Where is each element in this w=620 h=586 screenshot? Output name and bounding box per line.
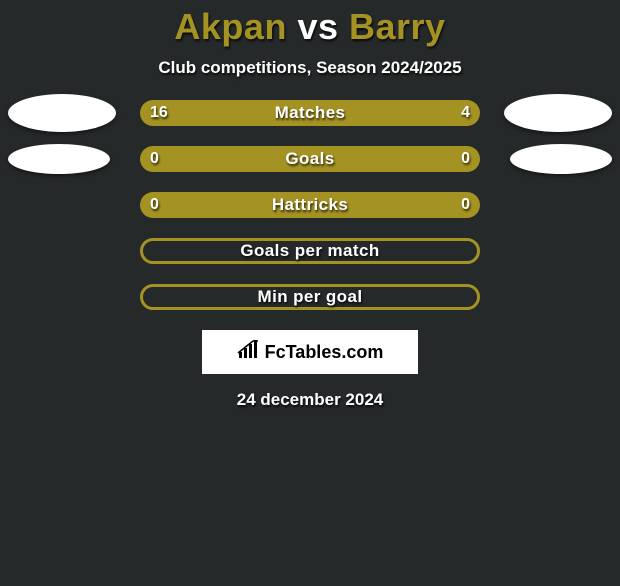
vs-text: vs xyxy=(297,6,338,47)
player2-name: Barry xyxy=(349,6,446,47)
player2-avatar xyxy=(510,144,612,174)
stat-row: Matches164 xyxy=(0,100,620,126)
stat-bar-left xyxy=(140,192,310,218)
comparison-title: Akpan vs Barry xyxy=(0,6,620,48)
stat-bar xyxy=(140,284,480,310)
player1-avatar xyxy=(8,144,110,174)
stat-bar-right xyxy=(310,192,480,218)
stat-bar-left xyxy=(140,146,310,172)
stat-row: Goals00 xyxy=(0,146,620,172)
stat-bar xyxy=(140,100,480,126)
date-text: 24 december 2024 xyxy=(0,390,620,410)
subtitle: Club competitions, Season 2024/2025 xyxy=(0,58,620,78)
stat-row: Hattricks00 xyxy=(0,192,620,218)
logo-badge: FcTables.com xyxy=(202,330,418,374)
stat-rows: Matches164 Goals00 Hattricks00 Goals per ma… xyxy=(0,100,620,310)
player2-avatar xyxy=(504,94,612,132)
stat-bar xyxy=(140,238,480,264)
player1-avatar xyxy=(8,94,116,132)
barchart-icon xyxy=(237,340,261,365)
stat-bar-right xyxy=(412,100,480,126)
stat-row: Min per goal xyxy=(0,284,620,310)
logo-inner: FcTables.com xyxy=(237,340,384,365)
logo-text: FcTables.com xyxy=(265,342,384,363)
stat-bar xyxy=(140,192,480,218)
stat-bar xyxy=(140,146,480,172)
stat-bar-left xyxy=(140,100,412,126)
stat-row: Goals per match xyxy=(0,238,620,264)
stat-bar-right xyxy=(310,146,480,172)
player1-name: Akpan xyxy=(174,6,287,47)
